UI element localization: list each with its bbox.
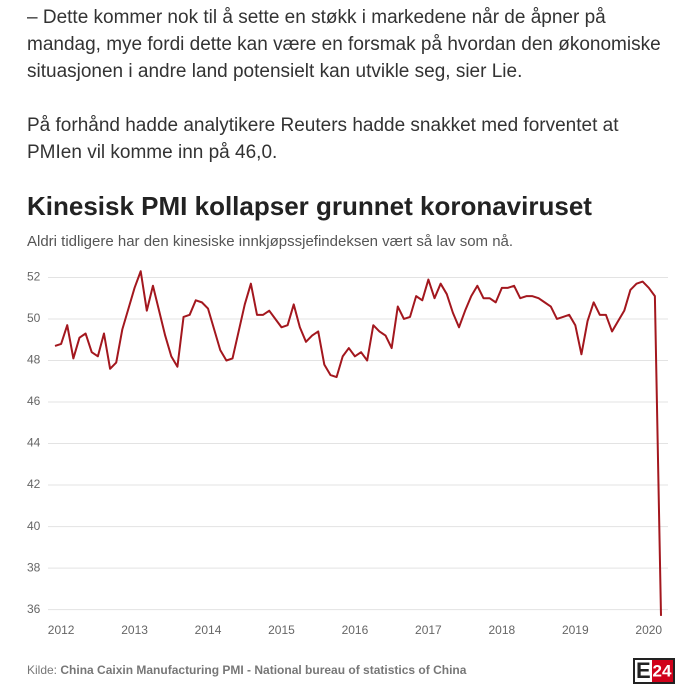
chart-subtitle: Aldri tidligere har den kinesiske innkjø… bbox=[27, 233, 513, 250]
logo-num: 24 bbox=[653, 661, 672, 680]
paragraph: På forhånd hadde analytikere Reuters had… bbox=[27, 115, 619, 163]
data-line bbox=[54, 270, 662, 616]
y-tick-label: 48 bbox=[27, 353, 41, 367]
paragraph: – Dette kommer nok til å sette en støkk … bbox=[27, 7, 661, 82]
y-tick-label: 42 bbox=[27, 477, 41, 491]
chart-title: Kinesisk PMI kollapser grunnet koronavir… bbox=[27, 191, 592, 221]
y-tick-label: 44 bbox=[27, 436, 41, 450]
y-tick-label: 38 bbox=[27, 560, 41, 574]
x-tick-label: 2019 bbox=[562, 623, 589, 637]
x-tick-label: 2013 bbox=[121, 623, 148, 637]
x-tick-label: 2018 bbox=[488, 623, 515, 637]
logo-red bbox=[652, 660, 673, 682]
x-tick-label: 2016 bbox=[342, 623, 369, 637]
source: Kilde: China Caixin Manufacturing PMI - … bbox=[27, 663, 467, 677]
y-tick-label: 50 bbox=[27, 311, 41, 325]
source-label: Kilde: bbox=[27, 663, 57, 677]
x-tick-label: 2014 bbox=[195, 623, 222, 637]
logo-e: E bbox=[636, 658, 651, 683]
y-tick-label: 36 bbox=[27, 602, 41, 616]
x-tick-label: 2017 bbox=[415, 623, 442, 637]
y-tick-label: 52 bbox=[27, 270, 41, 284]
y-tick-label: 46 bbox=[27, 394, 41, 408]
source-text: China Caixin Manufacturing PMI - Nationa… bbox=[60, 663, 466, 677]
x-tick-label: 2020 bbox=[635, 623, 662, 637]
x-tick-label: 2012 bbox=[48, 623, 75, 637]
y-tick-label: 40 bbox=[27, 519, 41, 533]
x-tick-label: 2015 bbox=[268, 623, 295, 637]
